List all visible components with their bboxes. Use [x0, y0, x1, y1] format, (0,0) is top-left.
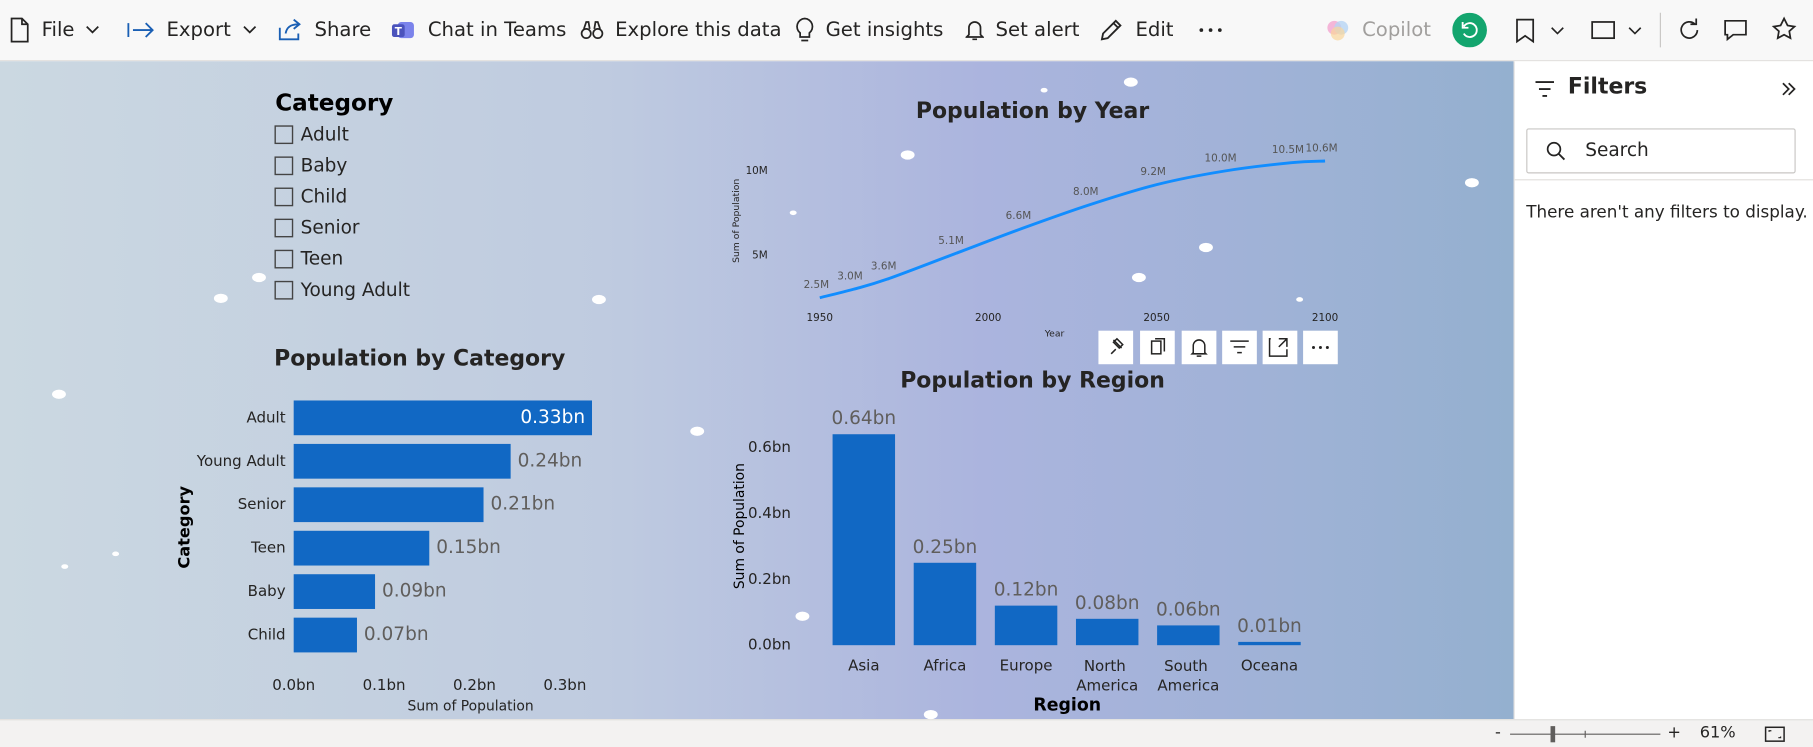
report-canvas — [0, 61, 1514, 720]
zoom-level: 61% — [1699, 723, 1736, 743]
chevron — [242, 25, 256, 34]
comment-icon[interactable] — [1724, 19, 1747, 42]
file-label: File — [41, 18, 75, 42]
teams-button[interactable]: T Chat in Teams — [391, 0, 567, 60]
insights-icon — [796, 17, 814, 42]
search-placeholder: Search — [1585, 138, 1649, 161]
divider — [1514, 179, 1813, 181]
explore-button[interactable]: Explore this data — [580, 0, 782, 60]
export-label: Export — [166, 18, 231, 42]
alert-icon — [965, 21, 984, 41]
svg-text:T: T — [395, 26, 403, 38]
reset-button[interactable] — [1452, 12, 1487, 48]
search-box[interactable]: Search — [1526, 128, 1796, 174]
chevron — [1551, 27, 1564, 35]
toolbar-right-icons — [1452, 12, 1797, 48]
empty-message: There aren't any filters to display. — [1526, 203, 1808, 223]
status-bar: - + 61% — [0, 719, 1813, 747]
more-button[interactable] — [1198, 0, 1235, 60]
chevron — [1628, 27, 1642, 35]
share-label: Share — [314, 18, 372, 42]
alert-button[interactable]: Set alert — [965, 0, 1079, 60]
explore-label: Explore this data — [615, 18, 782, 42]
teams-icon: T — [391, 21, 414, 39]
fit-icon[interactable] — [1764, 726, 1785, 742]
filters-pane: Filters Search There aren't any filters … — [1513, 61, 1813, 720]
zoom-out[interactable]: - — [1495, 723, 1501, 743]
copilot-label: Copilot — [1362, 18, 1431, 42]
collapse-icon[interactable] — [1781, 82, 1797, 96]
export-icon — [127, 22, 154, 38]
insights-label: Get insights — [825, 18, 944, 42]
search-icon — [1546, 141, 1566, 161]
teams-label: Chat in Teams — [427, 18, 567, 42]
chevron — [86, 25, 100, 34]
share-button[interactable]: Share — [278, 0, 372, 60]
share-icon — [278, 18, 301, 41]
alert-label: Set alert — [995, 18, 1080, 42]
zoom-slider[interactable] — [1509, 725, 1662, 744]
toolbar: File Export Share T Chat in Teams Explor… — [0, 0, 1813, 62]
file-icon — [10, 17, 29, 43]
file-menu[interactable]: File — [9, 0, 111, 60]
bookmark-icon[interactable] — [1516, 18, 1535, 44]
edit-button[interactable]: Edit — [1098, 0, 1174, 60]
copilot-icon — [1327, 20, 1349, 41]
edit-icon — [1100, 19, 1122, 41]
filters-title: Filters — [1567, 74, 1648, 100]
reset-icon — [1461, 21, 1478, 38]
explore-icon — [580, 21, 604, 40]
filter-icon — [1535, 81, 1554, 97]
refresh-icon[interactable] — [1680, 18, 1699, 39]
export-menu[interactable]: Export — [127, 0, 268, 60]
copilot-button[interactable]: Copilot — [1325, 0, 1431, 60]
more-icon — [1199, 28, 1222, 32]
insights-button[interactable]: Get insights — [796, 0, 944, 60]
view-icon[interactable] — [1591, 21, 1615, 40]
edit-label: Edit — [1135, 18, 1174, 42]
zoom-in[interactable]: + — [1667, 723, 1681, 743]
favorite-icon[interactable] — [1771, 16, 1797, 40]
